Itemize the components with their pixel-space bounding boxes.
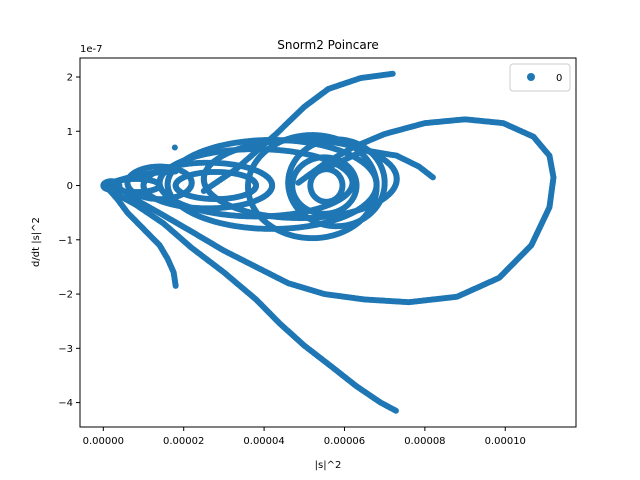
scatter-point bbox=[253, 183, 259, 190]
scatter-point bbox=[373, 184, 380, 191]
y-axis: −4 −3 −2 −1 0 1 2 bbox=[58, 72, 80, 409]
scatter-point bbox=[295, 179, 302, 186]
scatter-marks bbox=[100, 70, 557, 414]
legend-box bbox=[509, 63, 571, 92]
y-tick-label: −1 bbox=[58, 235, 73, 246]
legend: 0 bbox=[509, 63, 571, 92]
scatter-point bbox=[353, 183, 360, 190]
scatter-point bbox=[392, 407, 399, 414]
x-tick-label: 0.00010 bbox=[485, 436, 526, 447]
y-tick-label: 2 bbox=[67, 72, 73, 83]
x-tick-label: 0.00006 bbox=[324, 436, 365, 447]
x-tick-label: 0.00000 bbox=[83, 436, 124, 447]
y-tick-label: −4 bbox=[58, 398, 73, 409]
y-offset-label: 1e-7 bbox=[80, 44, 103, 55]
x-tick-label: 0.00002 bbox=[163, 436, 204, 447]
legend-label: 0 bbox=[556, 73, 562, 84]
scatter-point bbox=[389, 70, 396, 77]
scatter-point bbox=[156, 183, 163, 190]
y-tick-label: −3 bbox=[58, 344, 73, 355]
scatter-point bbox=[381, 181, 388, 188]
scatter-point bbox=[116, 183, 123, 190]
y-axis-title: d/dt |s|^2 bbox=[31, 217, 42, 267]
x-axis: 0.00000 0.00002 0.00004 0.00006 0.00008 0.000… bbox=[83, 427, 526, 447]
scatter-point bbox=[269, 183, 276, 190]
scatter-point bbox=[393, 176, 400, 183]
y-tick-label: 0 bbox=[67, 181, 73, 192]
x-axis-title: |s|^2 bbox=[315, 460, 342, 471]
y-tick-label: 1 bbox=[67, 127, 73, 138]
scatter-point bbox=[172, 282, 179, 289]
chart-title: Snorm2 Poincare bbox=[277, 38, 379, 52]
scatter-point bbox=[188, 180, 195, 187]
y-tick-label: −2 bbox=[58, 290, 73, 301]
x-tick-label: 0.00004 bbox=[243, 436, 284, 447]
x-tick-label: 0.00008 bbox=[404, 436, 445, 447]
plot-frame bbox=[79, 57, 577, 428]
scatter-point bbox=[171, 144, 178, 151]
legend-marker bbox=[527, 73, 535, 81]
scatter-point bbox=[339, 184, 346, 191]
scatter-point bbox=[429, 174, 436, 181]
